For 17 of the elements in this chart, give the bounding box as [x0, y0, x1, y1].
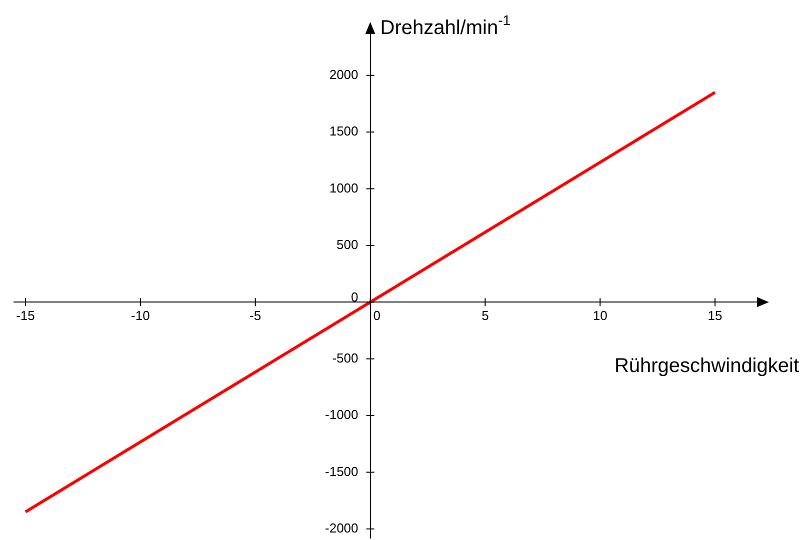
y-tick-label: 1500 [329, 124, 358, 139]
y-tick-label: 1000 [329, 180, 358, 196]
y-tick-label: -1000 [325, 407, 358, 422]
y-tick-label: -1500 [325, 464, 358, 479]
x-tick-label: 15 [708, 308, 722, 324]
x-tick-label: 0 [373, 308, 380, 324]
y-tick-label: -500 [332, 350, 358, 366]
x-tick-label: -10 [131, 308, 150, 324]
x-tick-label: 5 [482, 308, 489, 324]
y-tick-label: 2000 [329, 66, 358, 82]
y-tick-label: 500 [336, 237, 358, 252]
x-tick-label: -5 [250, 308, 262, 324]
y-tick-label: 0 [351, 290, 358, 305]
x-tick-label: 10 [592, 308, 608, 324]
x-axis-title: Rührgeschwindigkeit [614, 355, 800, 378]
y-tick-label: -2000 [325, 520, 358, 536]
x-tick-label: -15 [16, 308, 35, 324]
